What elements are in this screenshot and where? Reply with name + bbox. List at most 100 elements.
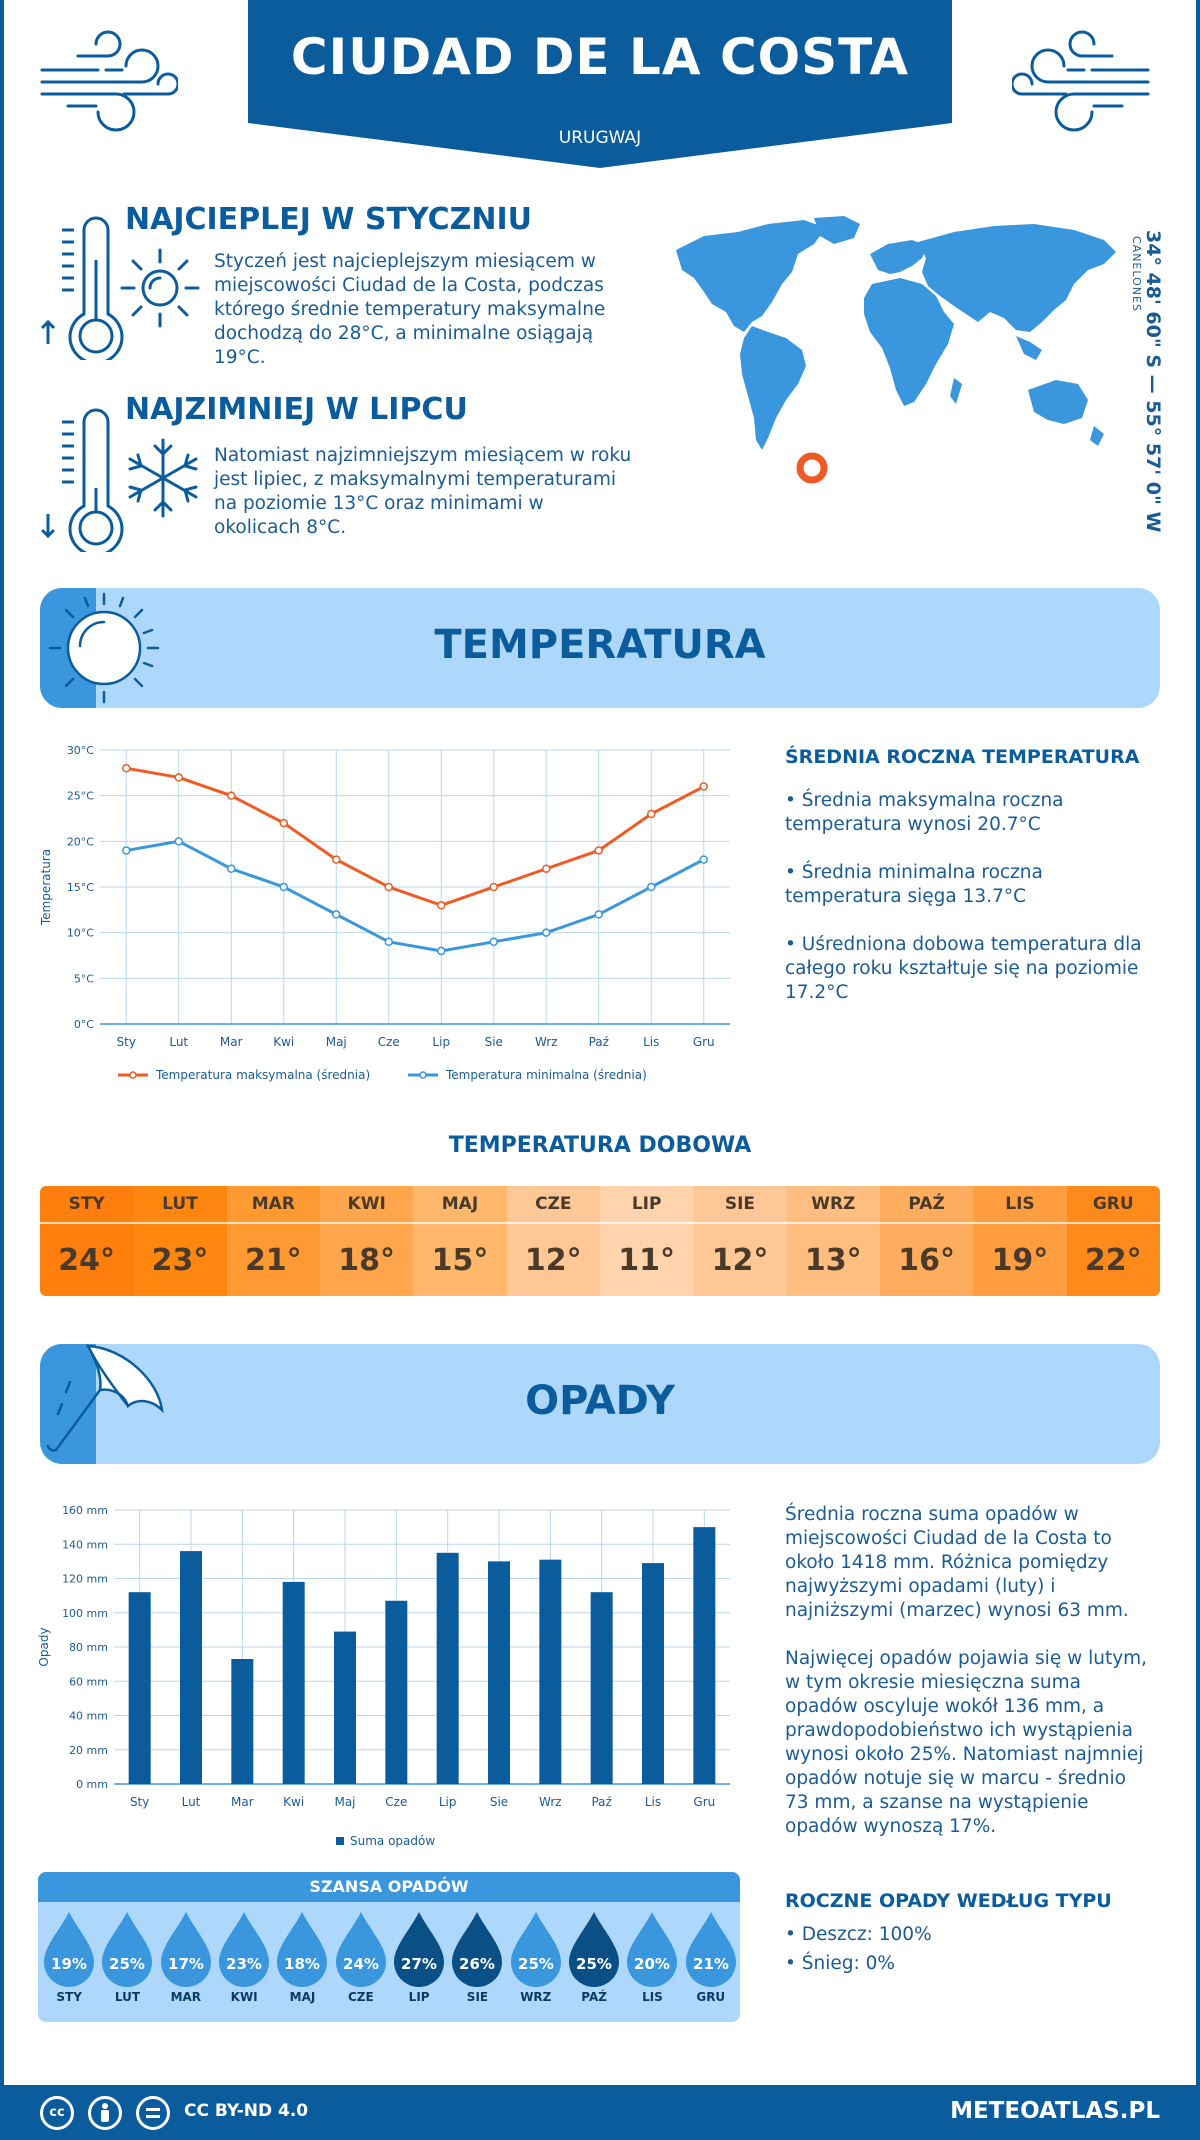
precip-section-bar — [40, 1344, 1160, 1464]
x-tick-label: Paź — [589, 1035, 609, 1049]
bar — [180, 1551, 202, 1784]
raindrop-icon: 19% — [44, 1912, 95, 1987]
precip-chance-item: 25% LUT — [98, 1910, 156, 2004]
data-point — [122, 764, 131, 773]
precip-chance-value: 26% — [460, 1955, 496, 1973]
y-tick-label: 0°C — [74, 1018, 94, 1031]
no-derivatives-icon — [136, 2096, 170, 2130]
y-axis-label: Opady — [37, 1627, 51, 1666]
daily-temp-cell: PAŹ 16° — [879, 1186, 974, 1296]
world-map — [676, 216, 1116, 484]
daily-temp-month: LIP — [599, 1186, 694, 1224]
x-tick-label: Maj — [326, 1035, 347, 1049]
x-tick-label: Gru — [693, 1035, 715, 1049]
daily-temp-cell: LUT 23° — [133, 1186, 227, 1296]
snowflake-icon — [128, 438, 198, 518]
y-axis-label: Temperatura — [39, 849, 53, 926]
daily-temp-value: 18° — [338, 1242, 396, 1278]
x-tick-label: Maj — [334, 1795, 355, 1809]
daily-temp-value: 24° — [58, 1242, 116, 1278]
x-tick-label: Kwi — [273, 1035, 294, 1049]
x-tick-label: Lis — [643, 1035, 659, 1049]
bar — [693, 1527, 716, 1784]
daily-temp-cell: WRZ 13° — [786, 1186, 880, 1296]
x-tick-label: Lut — [182, 1795, 201, 1809]
daily-temp-value: 23° — [151, 1242, 209, 1278]
temperature-section-bar — [40, 588, 1160, 708]
raindrop-icon: 27% — [394, 1912, 445, 1987]
daily-temp-cell: GRU 22° — [1066, 1186, 1160, 1296]
legend-marker — [419, 1071, 427, 1079]
daily-temp-value: 15° — [431, 1242, 489, 1278]
coldest-title: NAJZIMNIEJ W LIPCU — [125, 392, 468, 427]
sun-icon — [48, 592, 160, 704]
y-tick-label: 25°C — [67, 790, 94, 803]
x-tick-label: Sty — [117, 1035, 136, 1049]
bar — [128, 1592, 151, 1784]
x-tick-label: Lut — [169, 1035, 188, 1049]
daily-temp-value: 16° — [898, 1242, 955, 1278]
site-link[interactable]: METEOATLAS.PL — [950, 2098, 1160, 2124]
daily-temp-value: 12° — [711, 1242, 769, 1278]
y-tick-label: 100 mm — [62, 1607, 108, 1620]
precip-chance-value: 27% — [401, 1955, 437, 1973]
daily-temp-cell: STY 24° — [40, 1186, 134, 1296]
data-point — [489, 937, 498, 947]
precip-chance-item: 17% MAR — [157, 1910, 215, 2004]
coordinates: 34° 48' 60" S — 55° 57' 0" W — [1142, 230, 1164, 533]
precip-chance-month: LIS — [642, 1990, 663, 2004]
location-marker — [796, 452, 828, 484]
precip-chance-month: PAŹ — [581, 1990, 607, 2004]
data-point — [647, 882, 656, 892]
y-tick-label: 10°C — [67, 927, 94, 940]
warmest-text: Styczeń jest najcieplejszym miesiącem w … — [214, 251, 606, 368]
y-tick-label: 5°C — [74, 972, 94, 985]
legend-marker — [129, 1071, 137, 1079]
data-point — [594, 910, 603, 919]
umbrella-rain-icon — [46, 1344, 164, 1452]
daily-temp-value: 22° — [1084, 1242, 1142, 1278]
precip-chance-item: 23% KWI — [215, 1910, 273, 2004]
daily-temp-month: PAŹ — [879, 1186, 974, 1224]
wind-icon — [1012, 30, 1150, 132]
y-tick-label: 0 mm — [76, 1778, 108, 1791]
y-tick-label: 40 mm — [69, 1710, 108, 1723]
precip-chance-panel: SZANSA OPADÓW 19% STY 25% LUT 17% MAR 23% KWI 18… — [38, 1872, 740, 2022]
daily-temp-month: SIE — [693, 1186, 787, 1224]
precip-chance-month: WRZ — [520, 1990, 552, 2004]
precip-chance-value: 18% — [285, 1955, 321, 1973]
daily-temp-cell: MAR 21° — [226, 1186, 320, 1296]
data-point — [489, 882, 498, 892]
bar — [642, 1563, 664, 1784]
y-tick-label: 20 mm — [69, 1744, 108, 1757]
daily-temp-value: 19° — [991, 1242, 1049, 1278]
data-point — [699, 782, 708, 791]
y-tick-label: 30°C — [67, 744, 94, 757]
daily-temp-value: 21° — [244, 1242, 302, 1278]
data-point — [384, 937, 393, 947]
cc-icon: cc — [40, 2096, 74, 2130]
precip-chance-month: MAJ — [289, 1990, 316, 2004]
attribution-icon — [88, 2096, 122, 2130]
x-tick-label: Sty — [130, 1795, 149, 1809]
y-tick-label: 20°C — [67, 835, 94, 848]
license-label[interactable]: CC BY-ND 4.0 — [184, 2101, 309, 2121]
frame-left — [0, 0, 4, 2085]
thermometer-warm-icon — [40, 216, 124, 360]
region-label: CANELONES — [1130, 236, 1143, 312]
precip-chance-value: 25% — [518, 1955, 554, 1973]
daily-temp-cell: LIP 11° — [599, 1186, 694, 1296]
precip-chance-value: 24% — [343, 1955, 379, 1973]
raindrop-icon: 20% — [627, 1912, 678, 1987]
daily-temp-month: MAR — [226, 1186, 320, 1224]
raindrop-icon: 18% — [277, 1912, 328, 1987]
x-tick-label: Sie — [485, 1035, 503, 1049]
wind-icon — [40, 30, 178, 132]
daily-temp-cell: SIE 12° — [693, 1186, 787, 1296]
data-point — [227, 864, 236, 873]
daily-temp-month: CZE — [506, 1186, 600, 1224]
daily-temp-month: STY — [40, 1186, 134, 1224]
precip-type-rain: • Deszcz: 100% — [785, 1924, 932, 1945]
x-tick-label: Cze — [385, 1795, 407, 1809]
precip-chance-value: 19% — [51, 1955, 87, 1973]
